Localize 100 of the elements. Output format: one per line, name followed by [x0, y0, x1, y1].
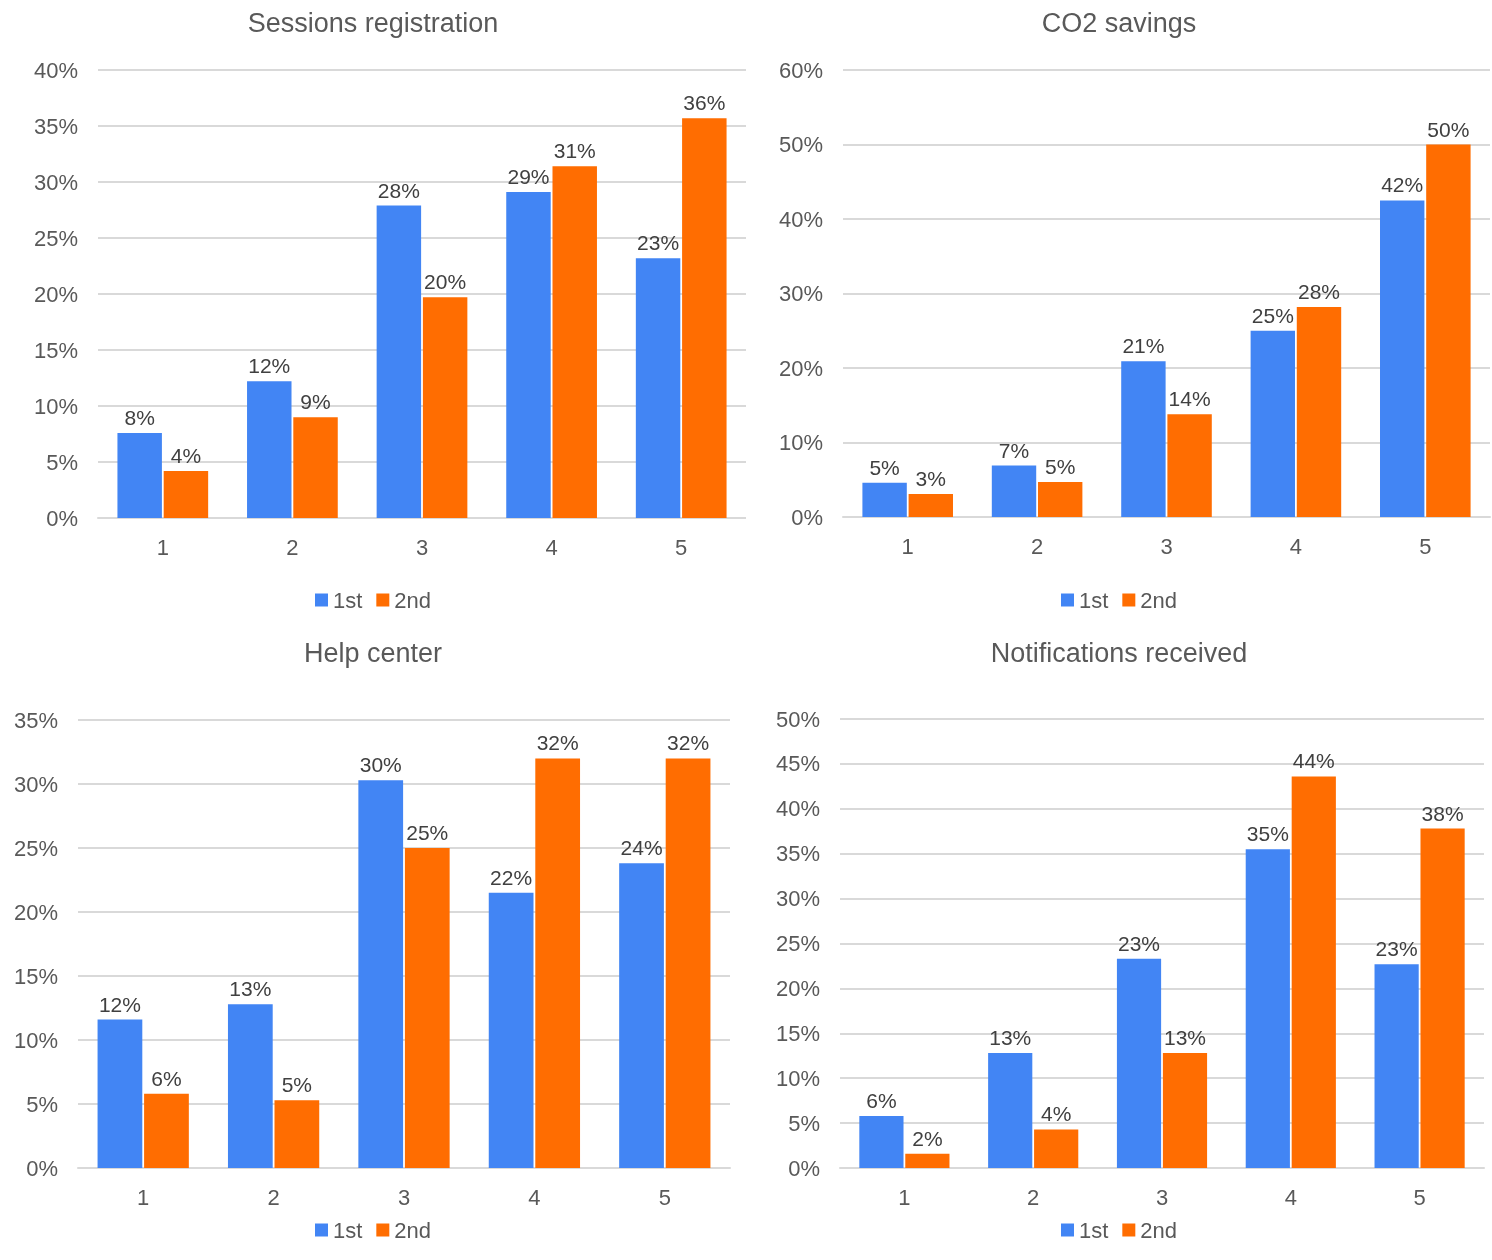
y-tick-label: 10%: [13, 1027, 58, 1053]
chart-title: Sessions registration: [247, 7, 499, 38]
bar: [293, 417, 338, 518]
data-label: 22%: [490, 865, 533, 889]
data-label: 29%: [507, 165, 550, 189]
bar: [1034, 1129, 1079, 1168]
bar: [488, 892, 534, 1168]
data-label: 24%: [620, 836, 663, 860]
data-label: 25%: [1251, 303, 1294, 327]
y-tick-label: 25%: [13, 835, 58, 861]
bar: [1162, 1053, 1208, 1168]
data-label: 7%: [998, 438, 1030, 462]
chart-title: Help center: [303, 637, 443, 668]
y-tick-label: 5%: [788, 1110, 820, 1136]
bar: [1121, 361, 1166, 517]
bar: [506, 192, 551, 518]
bar: [1116, 958, 1162, 1168]
bar: [619, 863, 664, 1168]
bar: [358, 780, 404, 1168]
data-label: 13%: [1163, 1026, 1206, 1050]
bar: [1245, 849, 1290, 1168]
y-tick-label: 25%: [33, 225, 78, 251]
y-tick-label: 10%: [778, 430, 823, 455]
bar: [535, 758, 581, 1168]
y-tick-label: 40%: [778, 206, 823, 232]
x-tick-label: 4: [545, 534, 558, 560]
x-tick-label: 5: [1413, 1184, 1426, 1210]
x-tick-label: 4: [1284, 1184, 1297, 1210]
data-label: 5%: [869, 455, 900, 479]
data-label: 23%: [637, 231, 680, 255]
data-label: 4%: [170, 443, 202, 467]
x-tick-label: 1: [901, 533, 914, 559]
data-label: 38%: [1421, 801, 1464, 825]
y-tick-label: 10%: [33, 393, 78, 419]
y-tick-label: 30%: [33, 169, 78, 195]
data-label: 32%: [536, 731, 579, 755]
data-label: 13%: [989, 1026, 1032, 1050]
x-tick-label: 1: [137, 1184, 150, 1210]
legend-label: 1st: [1078, 587, 1109, 613]
bar: [862, 482, 907, 517]
legend-label: 2nd: [1140, 587, 1178, 613]
data-label: 44%: [1292, 749, 1335, 773]
data-label: 32%: [667, 731, 710, 755]
bar: [1167, 414, 1212, 517]
legend-label: 2nd: [394, 1217, 432, 1243]
y-tick-label: 15%: [13, 963, 58, 989]
bar: [274, 1100, 320, 1168]
data-label: 36%: [683, 91, 726, 115]
y-tick-label: 20%: [13, 899, 58, 925]
bar: [144, 1093, 189, 1168]
bar: [227, 1004, 273, 1168]
y-tick-label: 50%: [778, 132, 823, 157]
y-tick-label: 30%: [13, 771, 58, 797]
legend-label: 1st: [332, 587, 363, 613]
chart-title: CO2 savings: [1041, 7, 1197, 38]
y-tick-label: 15%: [775, 1020, 820, 1046]
bar: [552, 166, 597, 518]
legend-label: 1st: [332, 1217, 363, 1243]
y-tick-label: 10%: [775, 1065, 820, 1091]
data-label: 31%: [553, 139, 596, 163]
data-label: 25%: [406, 821, 449, 844]
bar: [991, 465, 1037, 517]
x-tick-label: 4: [528, 1184, 541, 1210]
y-tick-label: 0%: [26, 1155, 58, 1181]
bar: [163, 470, 209, 518]
y-tick-label: 40%: [775, 796, 820, 822]
bar: [422, 297, 468, 518]
bar: [1420, 828, 1465, 1168]
y-tick-label: 25%: [775, 931, 820, 956]
legend-label: 2nd: [1140, 1217, 1178, 1243]
y-tick-label: 35%: [33, 113, 78, 139]
data-label: 6%: [866, 1088, 897, 1112]
bar: [247, 381, 292, 518]
bar: [1426, 144, 1471, 517]
y-tick-label: 30%: [778, 281, 823, 306]
y-tick-label: 20%: [778, 355, 823, 381]
y-tick-label: 35%: [13, 707, 58, 733]
y-tick-label: 50%: [775, 706, 820, 732]
data-label: 2%: [912, 1126, 943, 1150]
x-tick-label: 2: [1027, 1184, 1040, 1210]
bar: [682, 118, 727, 518]
bar: [1291, 776, 1336, 1168]
x-tick-label: 5: [1419, 533, 1432, 559]
legend-label: 1st: [1078, 1217, 1109, 1243]
bar: [905, 1153, 950, 1168]
y-tick-label: 20%: [775, 975, 820, 1001]
bar: [1250, 330, 1296, 517]
bar: [859, 1115, 904, 1168]
data-label: 12%: [98, 992, 141, 1016]
data-label: 50%: [1427, 117, 1470, 141]
y-tick-label: 0%: [791, 504, 823, 530]
data-label: 20%: [424, 270, 467, 294]
bar: [635, 258, 681, 518]
y-tick-label: 5%: [26, 1091, 58, 1117]
x-tick-label: 4: [1289, 533, 1303, 559]
bar: [404, 848, 450, 1168]
y-tick-label: 5%: [46, 449, 78, 475]
data-label: 12%: [248, 354, 291, 378]
bar: [376, 205, 422, 518]
x-tick-label: 3: [397, 1184, 411, 1210]
